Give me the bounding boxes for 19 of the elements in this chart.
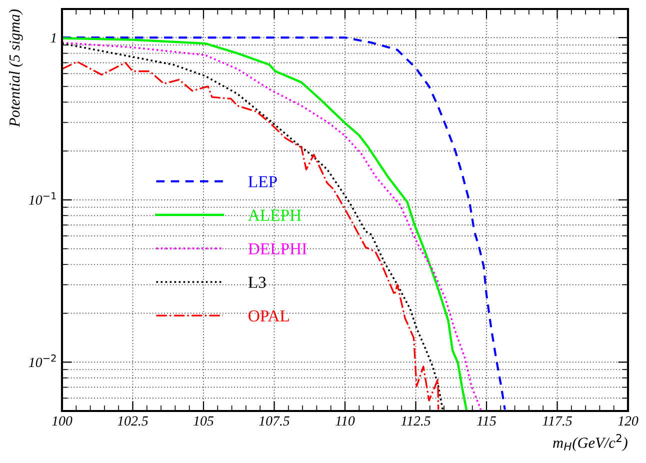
x-tick-label: 112.5 [401,416,430,426]
x-tick-label: 117.5 [542,416,572,426]
y-tick-label: 10$^{−1}$ [28,192,56,205]
legend-label: OPAL [248,310,289,322]
x-tick-label: 107.5 [259,416,290,426]
x-tick-label: 120 [618,416,638,426]
x-axis-title: m$_{H}$(GeV/c$^{2}$) [553,434,628,452]
x-tick-label: 115 [477,416,496,426]
y-axis-title: Potential (5 sigma) [8,9,23,128]
legend-label: DELPHI [248,243,307,254]
legend-label: ALEPH [248,210,302,221]
legend-label: L3 [248,276,266,288]
x-tick-label: 105 [194,416,214,426]
y-tick-label: 10$^{−2}$ [28,354,56,368]
y-tick-label: 1 [50,33,56,42]
legend-label: LEP [248,176,277,188]
x-tick-label: 110 [336,416,355,426]
x-tick-label: 100 [52,416,72,426]
x-tick-label: 102.5 [118,416,148,426]
